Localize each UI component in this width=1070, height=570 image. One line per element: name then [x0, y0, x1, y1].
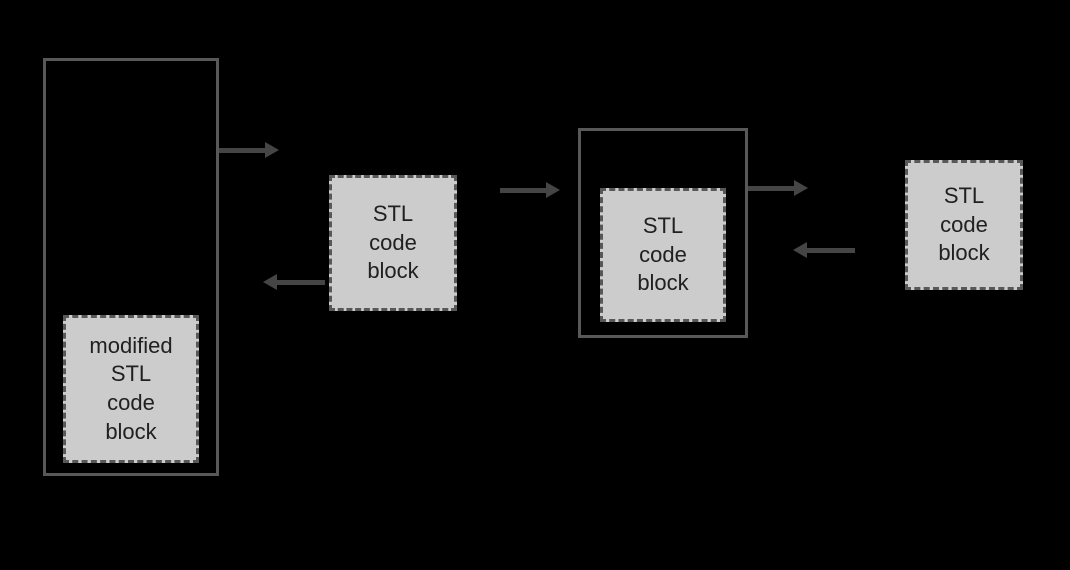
- middle-stl-label: STLcodeblock: [367, 200, 418, 286]
- arrow-5-line: [807, 248, 855, 253]
- arrow-4-head: [794, 180, 808, 196]
- modified-stl-label: modifiedSTLcodeblock: [89, 332, 172, 446]
- arrow-2-line: [277, 280, 325, 285]
- far-right-stl-label: STLcodeblock: [938, 182, 989, 268]
- arrow-1-line: [219, 148, 267, 153]
- inner-stl-label: STLcodeblock: [637, 212, 688, 298]
- inner-stl-block: STLcodeblock: [600, 188, 726, 322]
- arrow-5-head: [793, 242, 807, 258]
- arrow-2-head: [263, 274, 277, 290]
- modified-stl-block: modifiedSTLcodeblock: [63, 315, 199, 463]
- arrow-3-line: [500, 188, 548, 193]
- arrow-1-head: [265, 142, 279, 158]
- arrow-4-line: [748, 186, 796, 191]
- middle-stl-block: STLcodeblock: [329, 175, 457, 311]
- arrow-3-head: [546, 182, 560, 198]
- far-right-stl-block: STLcodeblock: [905, 160, 1023, 290]
